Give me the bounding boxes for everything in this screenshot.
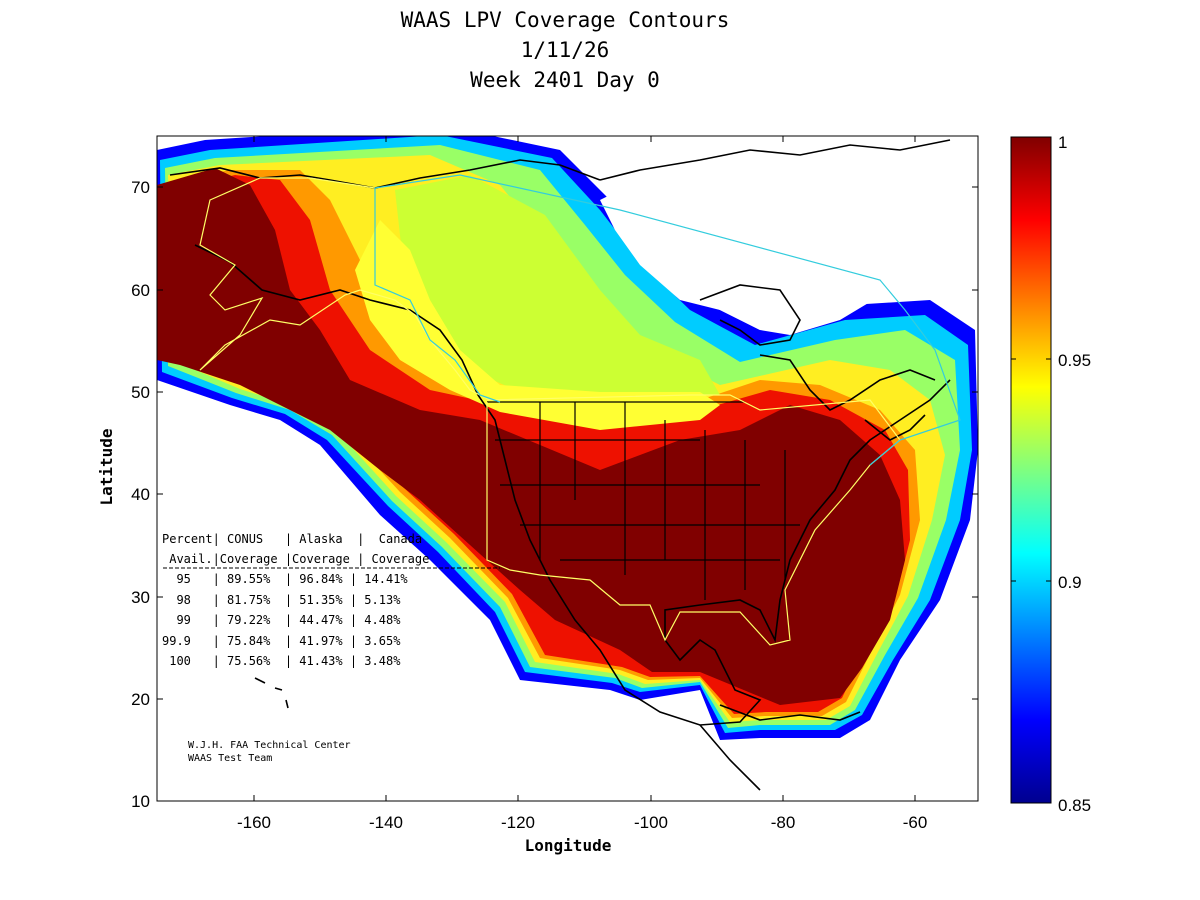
table-row: 98 | 81.75% | 51.35% | 5.13% [162, 593, 401, 607]
credit-line: WAAS Test Team [188, 753, 272, 764]
y-tick-label: 50 [131, 383, 150, 402]
y-tick-label: 40 [131, 485, 150, 504]
x-axis-label: Longitude [525, 836, 612, 855]
y-tick-label: 30 [131, 588, 150, 607]
canada-boundary [374, 174, 961, 466]
no-coverage-region [600, 136, 978, 335]
y-axis-label: Latitude [97, 428, 116, 505]
chart-week: Week 2401 Day 0 [470, 68, 660, 92]
credit-line: W.J.H. FAA Technical Center [188, 740, 351, 751]
y-tick-label: 70 [131, 178, 150, 197]
colorbar [1010, 136, 1052, 804]
colorbar-ticks [1011, 358, 1051, 582]
chart-title: WAAS LPV Coverage Contours [400, 8, 730, 32]
state-borders [487, 401, 800, 600]
table-header: Avail.|Coverage |Coverage | Coverage [162, 552, 429, 566]
coverage-table: Percent| CONUS | Alaska | Canada Avail.|… [162, 532, 500, 668]
colorbar-tick-label: 1 [1058, 133, 1067, 152]
colorbar-tick-label: 0.85 [1058, 796, 1091, 815]
x-tick-label: -140 [369, 813, 403, 832]
contour-pocket [395, 175, 720, 395]
x-tick-label: -120 [501, 813, 535, 832]
x-tick-label: -80 [771, 813, 796, 832]
colorbar-tick-label: 0.95 [1058, 351, 1091, 370]
x-tick-label: -100 [634, 813, 668, 832]
chart-date: 1/11/26 [520, 38, 610, 62]
table-row: 99.9 | 75.84% | 41.97% | 3.65% [162, 634, 401, 648]
y-tick-label: 10 [131, 792, 150, 811]
alaska-boundary [199, 177, 491, 401]
table-row: 99 | 79.22% | 44.47% | 4.48% [162, 613, 401, 627]
y-tick-label: 60 [131, 281, 150, 300]
table-row: 95 | 89.55% | 96.84% | 14.41% [162, 572, 408, 586]
axis-ticks [157, 136, 978, 801]
conus-boundary [486, 394, 901, 646]
axes-frame [156, 135, 979, 802]
coverage-contours [157, 136, 978, 740]
contour-pocket-inner [355, 220, 720, 430]
y-tick-label: 20 [131, 690, 150, 709]
service-boundaries [199, 174, 961, 646]
contour-band-100 [157, 168, 905, 705]
colorbar-tick-label: 0.9 [1058, 573, 1082, 592]
x-tick-label: -160 [237, 813, 271, 832]
x-tick-label: -60 [903, 813, 928, 832]
table-header: Percent| CONUS | Alaska | Canada [162, 532, 422, 546]
table-row: 100 | 75.56% | 41.43% | 3.48% [162, 654, 401, 668]
